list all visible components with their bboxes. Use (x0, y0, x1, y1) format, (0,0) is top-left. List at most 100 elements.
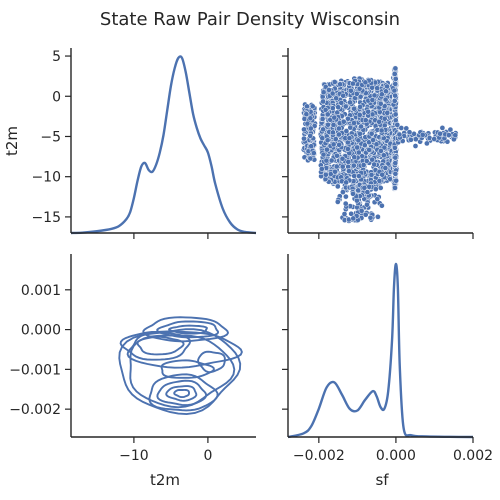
scatter-point (382, 165, 389, 171)
scatter-point (331, 114, 338, 121)
scatter-point (301, 135, 307, 142)
scatter-point (370, 137, 376, 143)
scatter-point (365, 108, 372, 115)
scatter-point (371, 92, 378, 99)
scatter-point (392, 92, 398, 99)
scatter-point (392, 154, 399, 161)
scatter-point (447, 126, 454, 133)
chart-title: State Raw Pair Density Wisconsin (100, 9, 400, 30)
scatter-point (392, 111, 399, 118)
scatter-point (350, 162, 357, 169)
scatter-point (336, 141, 342, 148)
kde2d-contour (156, 379, 208, 407)
scatter-point (357, 130, 363, 137)
scatter-point (328, 157, 335, 164)
kde2d-contour (136, 335, 185, 356)
scatter-point (308, 143, 315, 150)
y-axis-label-t2m: t2m (3, 126, 21, 156)
scatter-point (343, 128, 350, 134)
scatter-point (320, 89, 327, 96)
scatter-point (392, 65, 399, 72)
scatter-point (378, 91, 385, 98)
scatter-point (332, 168, 338, 175)
scatter-point (379, 202, 385, 209)
scatter-point (392, 185, 398, 191)
scatter-point (374, 85, 381, 92)
scatter-point (392, 81, 399, 87)
scatter-point (351, 120, 357, 126)
panel-t2m-kde (70, 55, 257, 235)
scatter-point (357, 104, 363, 110)
scatter-point (319, 116, 326, 122)
scatter-point (346, 168, 352, 174)
scatter-point (332, 136, 339, 142)
scatter-point (354, 144, 361, 151)
scatter-point (412, 143, 419, 149)
scatter-point (347, 99, 353, 106)
scatter-point (381, 144, 388, 151)
scatter-point (368, 171, 375, 178)
kde2d-contour (167, 324, 208, 335)
sf-kde-line (287, 262, 474, 439)
scatter-point (351, 154, 358, 161)
scatter-point (330, 129, 336, 136)
tl-y-tick-label: −15 (31, 210, 61, 226)
panel-sf-kde (287, 262, 474, 439)
scatter-point (408, 136, 414, 143)
scatter-point (372, 186, 379, 192)
kde2d-contour (156, 320, 219, 339)
scatter-point (318, 166, 325, 172)
scatter-point (396, 131, 403, 138)
scatter-point (331, 79, 338, 85)
scatter-point (406, 129, 413, 136)
scatter-point (310, 150, 317, 156)
scatter-point (394, 121, 401, 128)
scatter-point (381, 115, 388, 122)
scatter-point (343, 179, 350, 186)
x-axis-label-t2m: t2m (150, 471, 180, 489)
tl-y-tick-label: −10 (31, 170, 61, 186)
scatter-point (346, 135, 353, 142)
scatter-point (307, 125, 314, 132)
scatter-point (378, 148, 384, 154)
scatter-point (303, 111, 310, 118)
scatter-point (392, 170, 399, 177)
scatter-point (360, 162, 367, 168)
x-axis-label-sf: sf (375, 471, 389, 489)
scatter-point (333, 163, 340, 170)
scatter-point (355, 137, 362, 144)
scatter-point (348, 87, 354, 94)
scatter-point (324, 111, 331, 118)
scatter-point (362, 79, 369, 86)
scatter-point (351, 105, 357, 112)
scatter-point (355, 187, 362, 194)
scatter-point (309, 103, 316, 110)
scatter-point (374, 196, 381, 202)
scatter-point (366, 183, 373, 190)
scatter-point (334, 152, 340, 159)
scatter-point (304, 120, 311, 127)
bl-x-tick-label: 0 (203, 448, 212, 464)
scatter-point (358, 123, 364, 130)
scatter-point (403, 125, 410, 132)
br-x-tick-label: −0.002 (293, 448, 345, 464)
scatter-point (369, 84, 375, 91)
scatter-point (391, 98, 398, 104)
kde2d-contour (173, 388, 190, 399)
scatter-point (350, 215, 357, 222)
scatter-point (333, 95, 340, 102)
scatter-point (358, 207, 365, 214)
bl-x-tick-label: −10 (119, 448, 149, 464)
scatter-point (307, 155, 314, 162)
scatter-point (340, 118, 347, 125)
scatter-point (379, 171, 386, 178)
scatter-point (335, 104, 342, 111)
scatter-point (342, 200, 349, 207)
tl-y-tick-label: 5 (52, 49, 61, 65)
bl-y-tick-label: −0.002 (9, 402, 61, 418)
scatter-point (356, 173, 362, 179)
scatter-point (439, 125, 446, 131)
scatter-point (304, 103, 310, 110)
scatter-point (340, 92, 347, 99)
